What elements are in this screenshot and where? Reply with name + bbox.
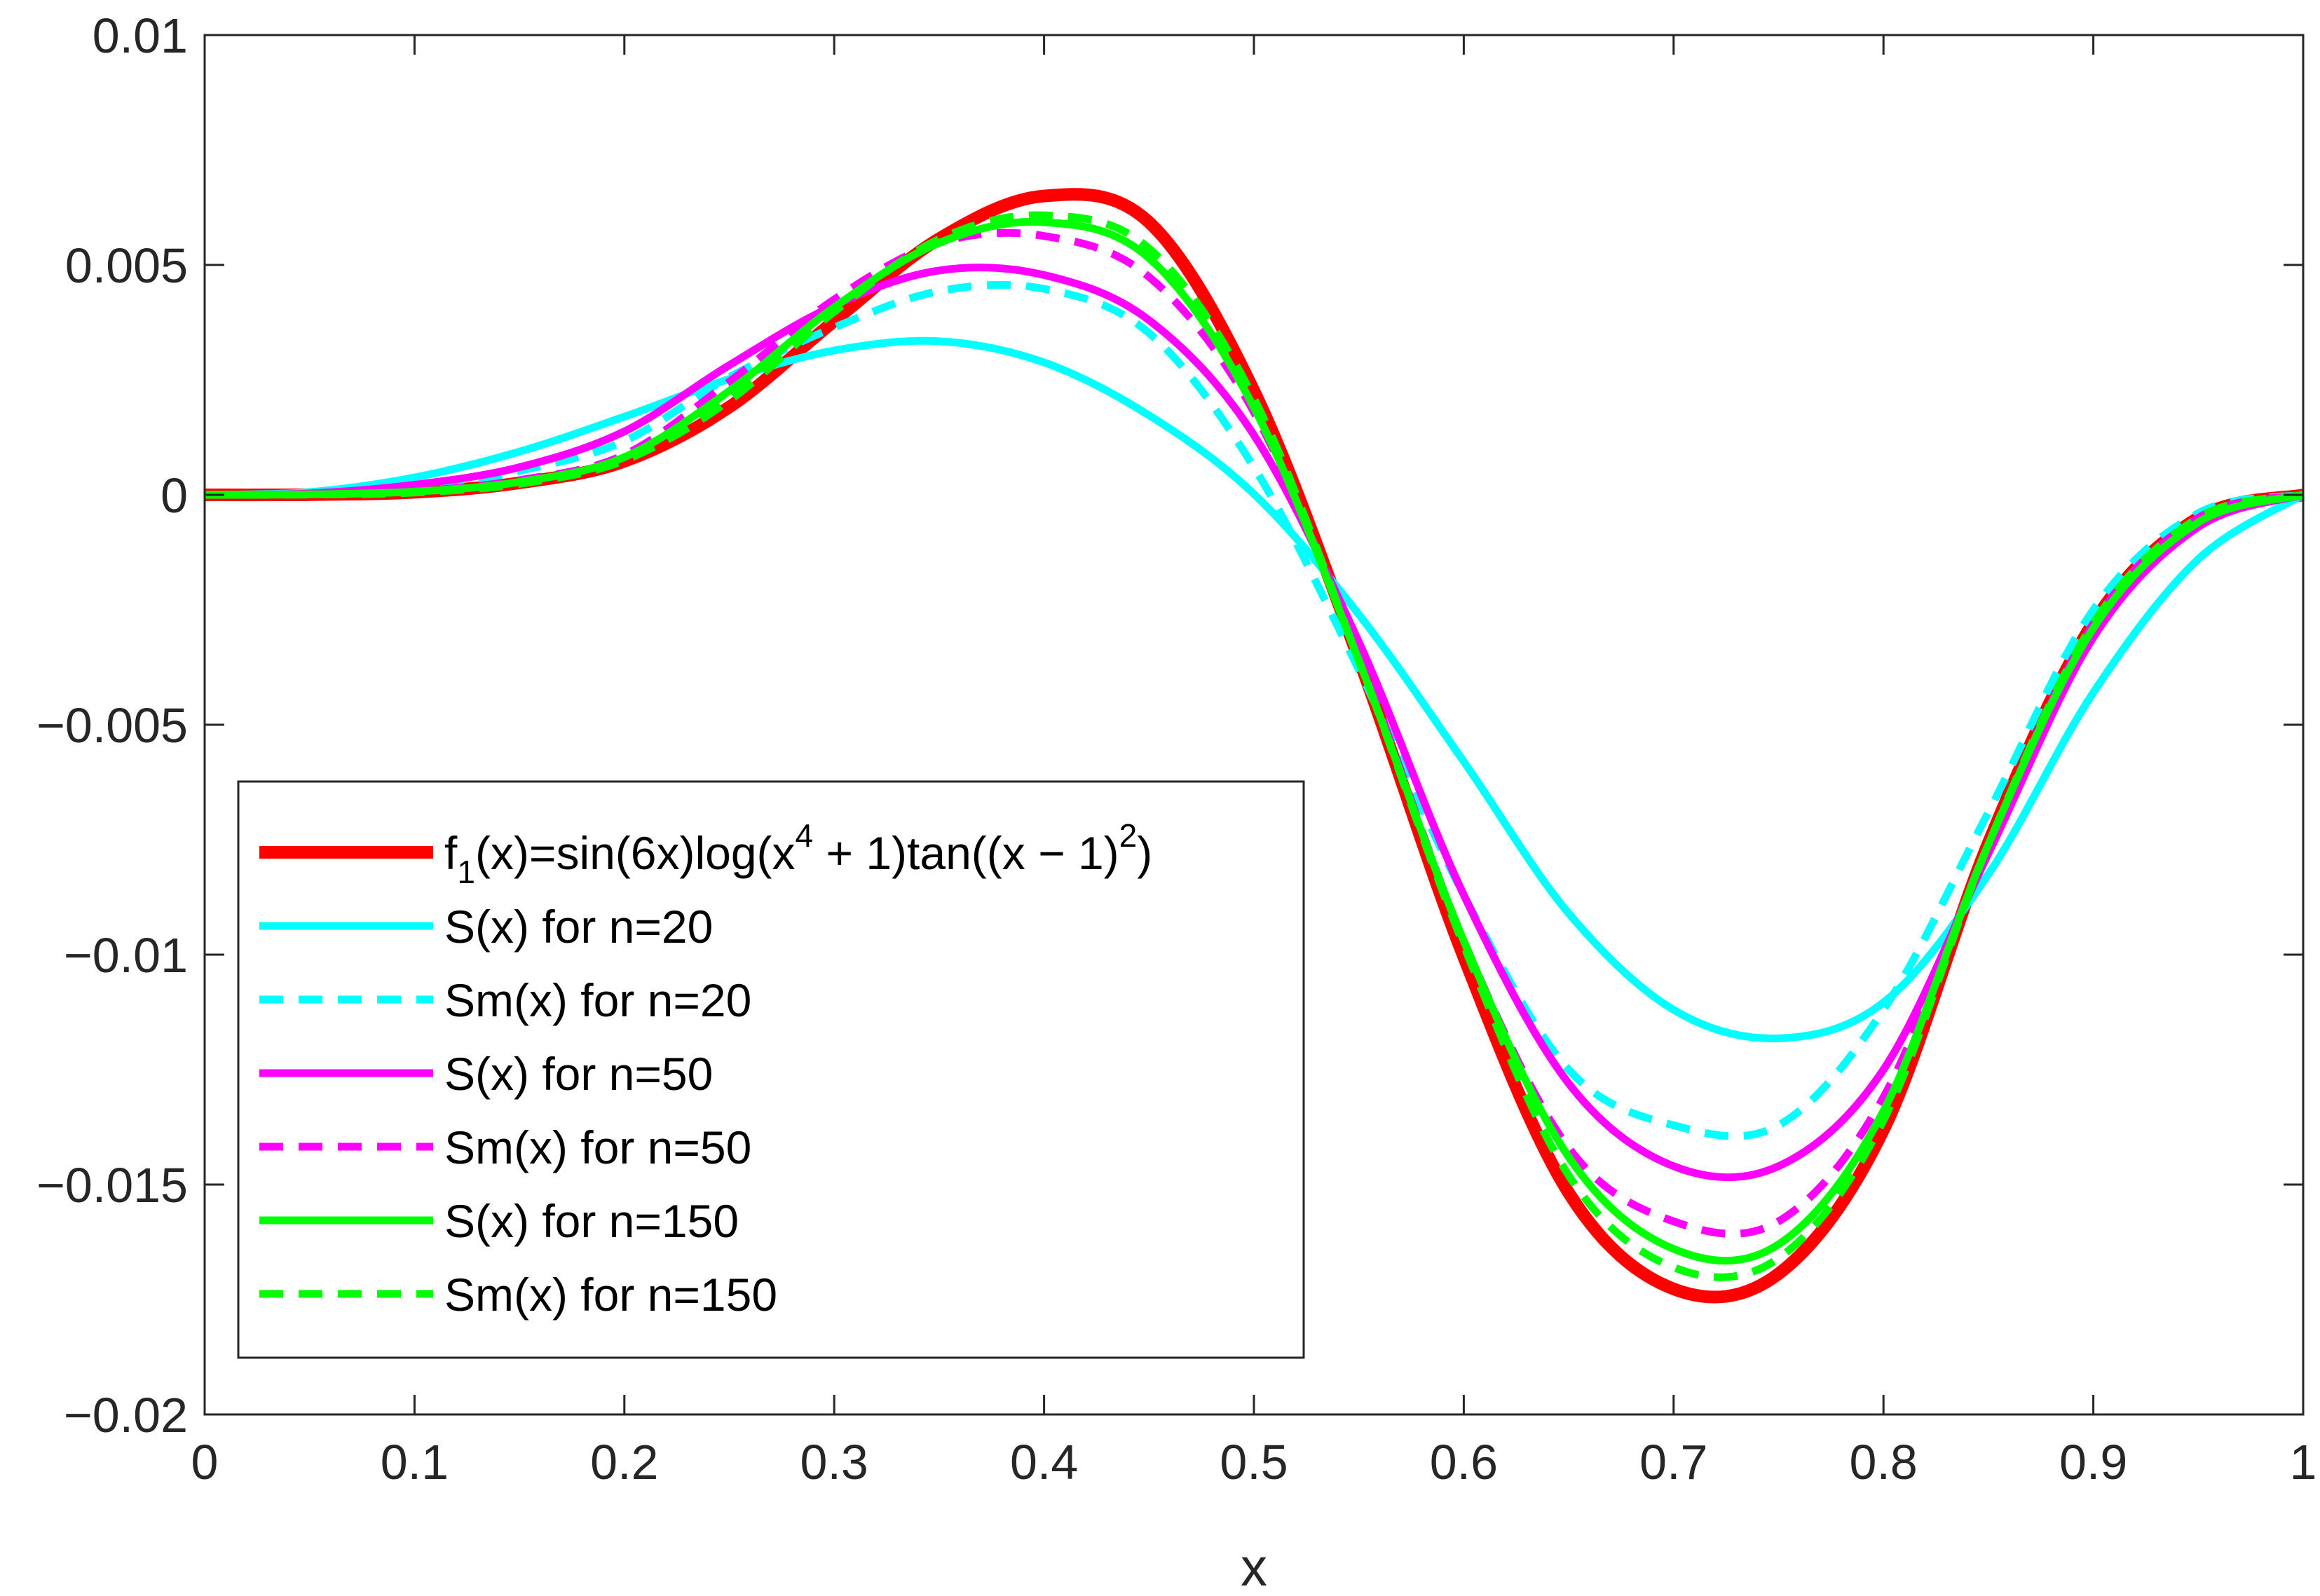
legend-label-7: Sm(x) for n=150 bbox=[444, 1269, 777, 1321]
x-tick-label: 0.6 bbox=[1430, 1435, 1498, 1489]
tick-layer: 0 0.1 0.2 0.3 0.4 0.5 0.6 0.7 0.8 0.9 10.010.0050−… bbox=[36, 8, 2317, 1489]
x-tick-label: 0.7 bbox=[1639, 1435, 1707, 1489]
legend-label-6: S(x) for n=150 bbox=[444, 1195, 739, 1247]
legend-label-1: f1(x)=sin(6x)log(x4 + 1)tan((x − 1)2) bbox=[444, 817, 1152, 890]
x-tick-label: 0.5 bbox=[1220, 1435, 1288, 1489]
legend-box bbox=[237, 780, 1305, 1359]
legend-label-5: Sm(x) for n=50 bbox=[444, 1121, 751, 1173]
x-tick-label: 0.9 bbox=[2059, 1435, 2127, 1489]
legend: f1(x)=sin(6x)log(x4 + 1)tan((x − 1)2) S(x… bbox=[237, 780, 1305, 1359]
series-line-7 bbox=[204, 211, 2305, 1281]
x-tick-label: 0.3 bbox=[800, 1435, 868, 1489]
y-tick-label: 0 bbox=[161, 468, 188, 523]
x-tick-label: 0.2 bbox=[590, 1435, 658, 1489]
legend-label-3: Sm(x) for n=20 bbox=[444, 974, 751, 1026]
y-tick-label: −0.015 bbox=[36, 1158, 188, 1213]
x-tick-label: 0.1 bbox=[381, 1435, 449, 1489]
x-tick-label: 0.4 bbox=[1010, 1435, 1078, 1489]
series-layer bbox=[204, 188, 2305, 1304]
y-tick-label: −0.005 bbox=[36, 698, 188, 753]
legend-label-2: S(x) for n=20 bbox=[444, 901, 713, 953]
x-tick-label: 0.8 bbox=[1850, 1435, 1918, 1489]
y-tick-label: 0.005 bbox=[65, 238, 188, 293]
y-tick-label: −0.02 bbox=[64, 1388, 188, 1442]
x-tick-label: 1 bbox=[2290, 1435, 2317, 1489]
y-tick-label: −0.01 bbox=[64, 928, 188, 983]
series-line-3 bbox=[204, 280, 2304, 1140]
x-axis-label: x bbox=[1241, 1538, 1267, 1596]
x-tick-label: 0 bbox=[191, 1435, 219, 1489]
legend-entries: f1(x)=sin(6x)log(x4 + 1)tan((x − 1)2) S(x… bbox=[259, 817, 1152, 1321]
legend-label-4: S(x) for n=50 bbox=[444, 1048, 713, 1100]
y-tick-label: 0.01 bbox=[93, 8, 188, 63]
